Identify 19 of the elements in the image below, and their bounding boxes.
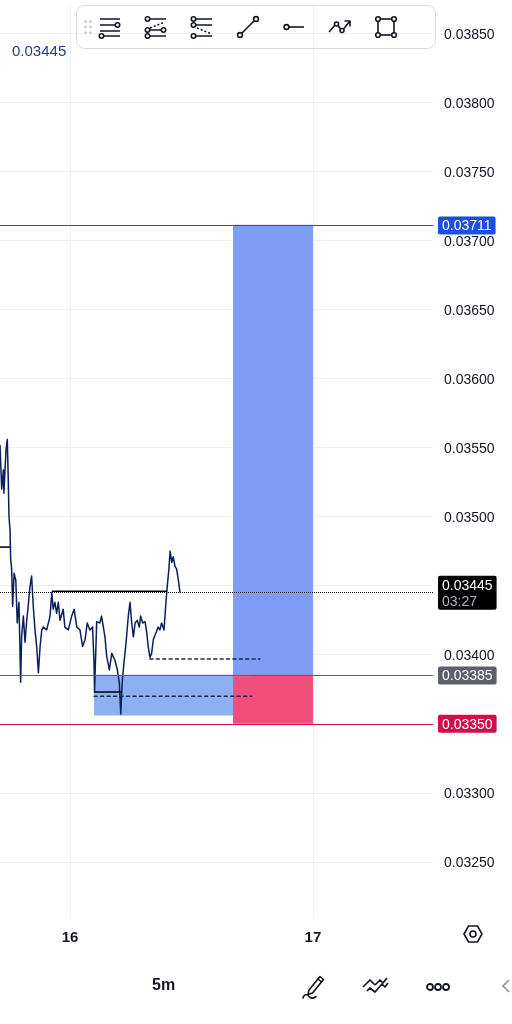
y-tick-label: 0.03750 xyxy=(444,163,495,180)
ref-line-label: 0.03350 xyxy=(442,715,493,732)
y-tick-label: 0.03500 xyxy=(444,508,495,525)
y-tick-label: 0.03550 xyxy=(444,439,495,456)
x-tick-label: 17 xyxy=(304,928,322,945)
y-tick-label: 0.03850 xyxy=(444,25,495,42)
ref-line-label: 0.03711 xyxy=(442,217,492,234)
ref-line-label: 0.03445 03:27 xyxy=(442,576,493,609)
y-tick-label: 0.03300 xyxy=(444,784,495,801)
x-tick-label: 16 xyxy=(61,928,79,945)
y-tick-label: 0.03650 xyxy=(444,301,495,318)
text: 5m xyxy=(152,976,176,994)
y-tick-label: 0.03800 xyxy=(444,94,495,111)
ref-line-label: 0.03385 xyxy=(442,667,493,684)
y-tick-label: 0.03700 xyxy=(444,232,495,249)
y-tick-label: 0.03250 xyxy=(444,853,495,870)
y-tick-label: 0.03400 xyxy=(444,646,495,663)
text: 0.03445 xyxy=(12,42,67,59)
y-tick-label: 0.03600 xyxy=(444,370,495,387)
